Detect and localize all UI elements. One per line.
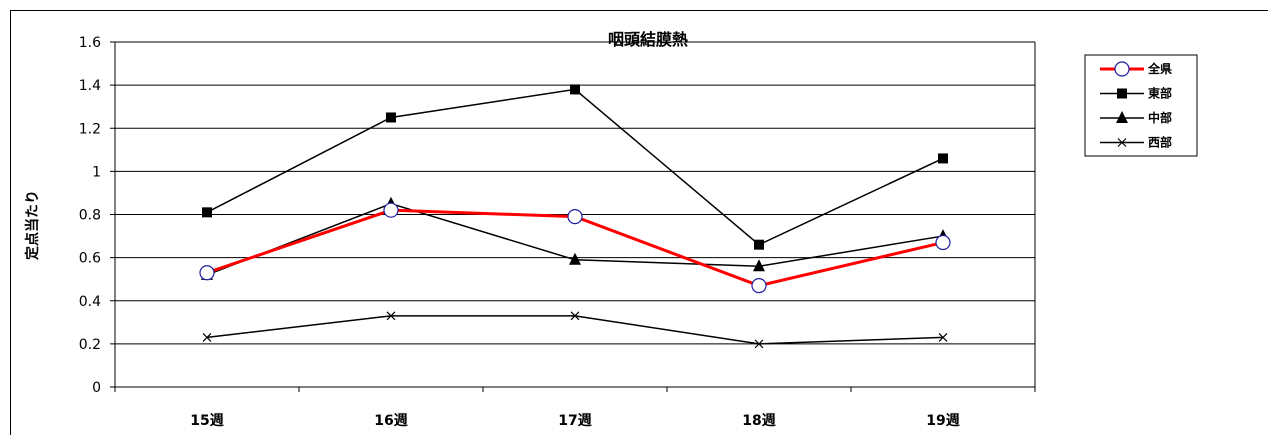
legend-box xyxy=(1084,54,1198,157)
data-point xyxy=(386,311,396,321)
legend-marker xyxy=(1117,88,1127,99)
data-point xyxy=(754,339,764,349)
legend-marker xyxy=(1114,61,1130,77)
x-tick-label: 19週 xyxy=(926,413,959,429)
chart-title: 咽頭結膜熱 xyxy=(608,30,688,49)
x-tick-label: 16週 xyxy=(374,413,407,429)
x-tick-label: 17週 xyxy=(558,413,591,429)
data-point xyxy=(570,84,580,95)
legend-label: 西部 xyxy=(1148,135,1172,150)
y-tick-label: 1 xyxy=(92,164,101,180)
data-point xyxy=(202,332,212,342)
legend-marker xyxy=(1117,138,1127,147)
data-point xyxy=(938,332,948,342)
data-point xyxy=(751,278,767,294)
y-tick-label: 0.4 xyxy=(79,294,101,310)
x-tick-labels: 15週 16週 17週 18週 19週 xyxy=(190,413,959,429)
data-point xyxy=(570,311,580,321)
chart-frame xyxy=(10,10,1268,435)
x-tick-label: 18週 xyxy=(742,413,775,429)
data-point xyxy=(386,112,396,123)
legend-item: 西部 xyxy=(1100,135,1172,150)
series-1 xyxy=(199,202,951,294)
y-tick-label: 0.6 xyxy=(79,251,101,267)
legend-label: 全県 xyxy=(1147,61,1172,76)
data-point xyxy=(938,153,948,164)
data-point xyxy=(199,265,215,281)
y-tick-label: 1.2 xyxy=(79,121,101,137)
y-tick-label: 0.2 xyxy=(79,337,101,353)
y-tick-label: 0 xyxy=(92,380,101,396)
x-tick-label: 15週 xyxy=(190,413,223,429)
data-point xyxy=(935,234,951,251)
axes xyxy=(110,41,1036,392)
legend-marker xyxy=(1116,111,1128,123)
legend-item: 全県 xyxy=(1100,61,1172,77)
series-group xyxy=(199,84,951,349)
data-point xyxy=(569,252,581,265)
legend-item: 東部 xyxy=(1100,86,1172,101)
y-tick-label: 0.8 xyxy=(79,208,101,224)
legend-label: 東部 xyxy=(1148,86,1172,101)
y-axis-label: 定点当たり xyxy=(24,190,41,260)
data-point xyxy=(567,209,583,225)
data-point xyxy=(753,259,765,272)
series-2 xyxy=(202,84,948,250)
legend-label: 中部 xyxy=(1148,110,1172,125)
y-tick-label: 1.4 xyxy=(79,78,101,94)
y-tick-label: 1.6 xyxy=(79,35,101,51)
legend-item: 中部 xyxy=(1100,110,1172,125)
data-point xyxy=(202,207,212,218)
series-line xyxy=(206,315,944,345)
data-point xyxy=(383,202,399,218)
data-point xyxy=(754,239,764,250)
y-tick-labels: 0 0.2 0.4 0.6 0.8 1 1.2 1.4 1.6 xyxy=(79,35,101,396)
series-4 xyxy=(202,311,948,349)
